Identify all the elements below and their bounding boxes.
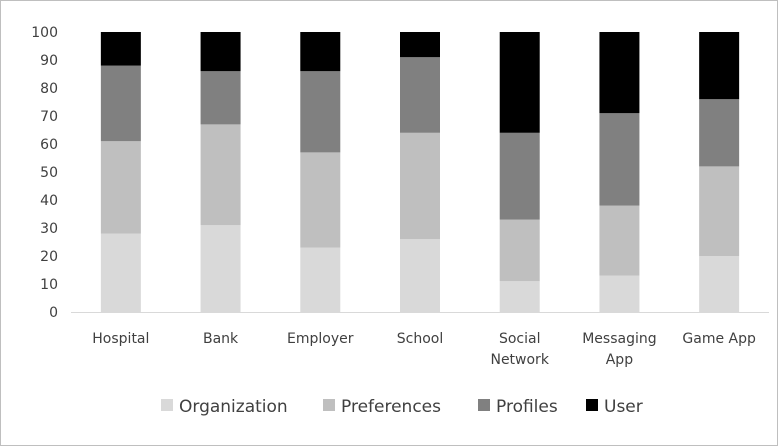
bar-organization-4	[499, 281, 540, 312]
legend-label-user: User	[604, 397, 643, 417]
bar-user-3	[400, 32, 440, 58]
bar-organization-5	[599, 275, 640, 312]
legend-label-profiles: Profiles	[496, 397, 558, 417]
bar-organization-6	[699, 256, 740, 312]
bar-preferences-5	[599, 205, 640, 276]
x-category-label: Employer	[287, 331, 354, 347]
y-tick-label: 60	[40, 137, 58, 153]
bar-preferences-4	[499, 219, 540, 282]
bar-preferences-3	[400, 132, 440, 240]
bar-user-4	[499, 32, 540, 133]
x-category-label: Network	[490, 352, 549, 368]
x-category-label: Game App	[682, 331, 756, 347]
legend-swatch-profiles	[478, 399, 490, 411]
bar-organization-2	[300, 247, 341, 312]
bar-organization-1	[200, 225, 241, 312]
bar-profiles-4	[499, 132, 540, 220]
bar-user-0	[100, 32, 141, 66]
x-category-label: School	[397, 331, 443, 347]
bar-user-5	[599, 32, 640, 114]
y-tick-label: 50	[40, 165, 58, 181]
bar-preferences-6	[699, 166, 740, 256]
y-tick-label: 20	[40, 249, 58, 265]
legend-label-preferences: Preferences	[341, 397, 441, 417]
y-tick-label: 10	[40, 277, 58, 293]
bar-preferences-0	[100, 141, 141, 234]
bar-user-2	[300, 32, 341, 72]
bar-user-1	[200, 32, 241, 72]
legend-swatch-user	[586, 399, 598, 411]
bar-preferences-1	[200, 124, 241, 226]
x-category-label: Messaging	[582, 331, 656, 347]
bar-user-6	[699, 32, 740, 100]
legend-swatch-preferences	[323, 399, 335, 411]
y-tick-label: 100	[31, 25, 58, 41]
legend-label-organization: Organization	[179, 397, 288, 417]
bar-profiles-3	[400, 57, 440, 133]
bar-organization-0	[100, 233, 141, 312]
bar-profiles-2	[300, 71, 341, 153]
y-tick-label: 40	[40, 193, 58, 209]
bar-profiles-5	[599, 113, 640, 206]
y-tick-label: 70	[40, 109, 58, 125]
y-tick-label: 0	[49, 305, 58, 321]
legend-swatch-organization	[161, 399, 173, 411]
bar-profiles-6	[699, 99, 740, 167]
bar-preferences-2	[300, 152, 341, 248]
y-tick-label: 90	[40, 53, 58, 69]
bar-profiles-0	[100, 65, 141, 142]
y-tick-label: 30	[40, 221, 58, 237]
y-tick-label: 80	[40, 81, 58, 97]
x-category-label: Social	[499, 331, 541, 347]
x-category-label: App	[606, 352, 633, 368]
bar-profiles-1	[200, 71, 241, 125]
bar-organization-3	[400, 239, 440, 312]
x-category-label: Hospital	[92, 331, 149, 347]
x-category-label: Bank	[203, 331, 239, 347]
